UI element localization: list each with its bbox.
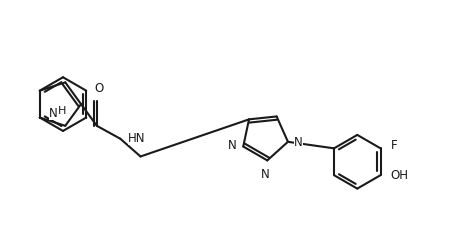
Text: N: N <box>227 139 236 152</box>
Text: N: N <box>261 168 270 181</box>
Text: O: O <box>94 82 103 95</box>
Text: N: N <box>294 136 303 149</box>
Text: HN: HN <box>128 132 146 145</box>
Text: F: F <box>390 139 397 152</box>
Text: N: N <box>49 107 57 120</box>
Text: H: H <box>58 106 66 116</box>
Text: OH: OH <box>390 169 409 182</box>
